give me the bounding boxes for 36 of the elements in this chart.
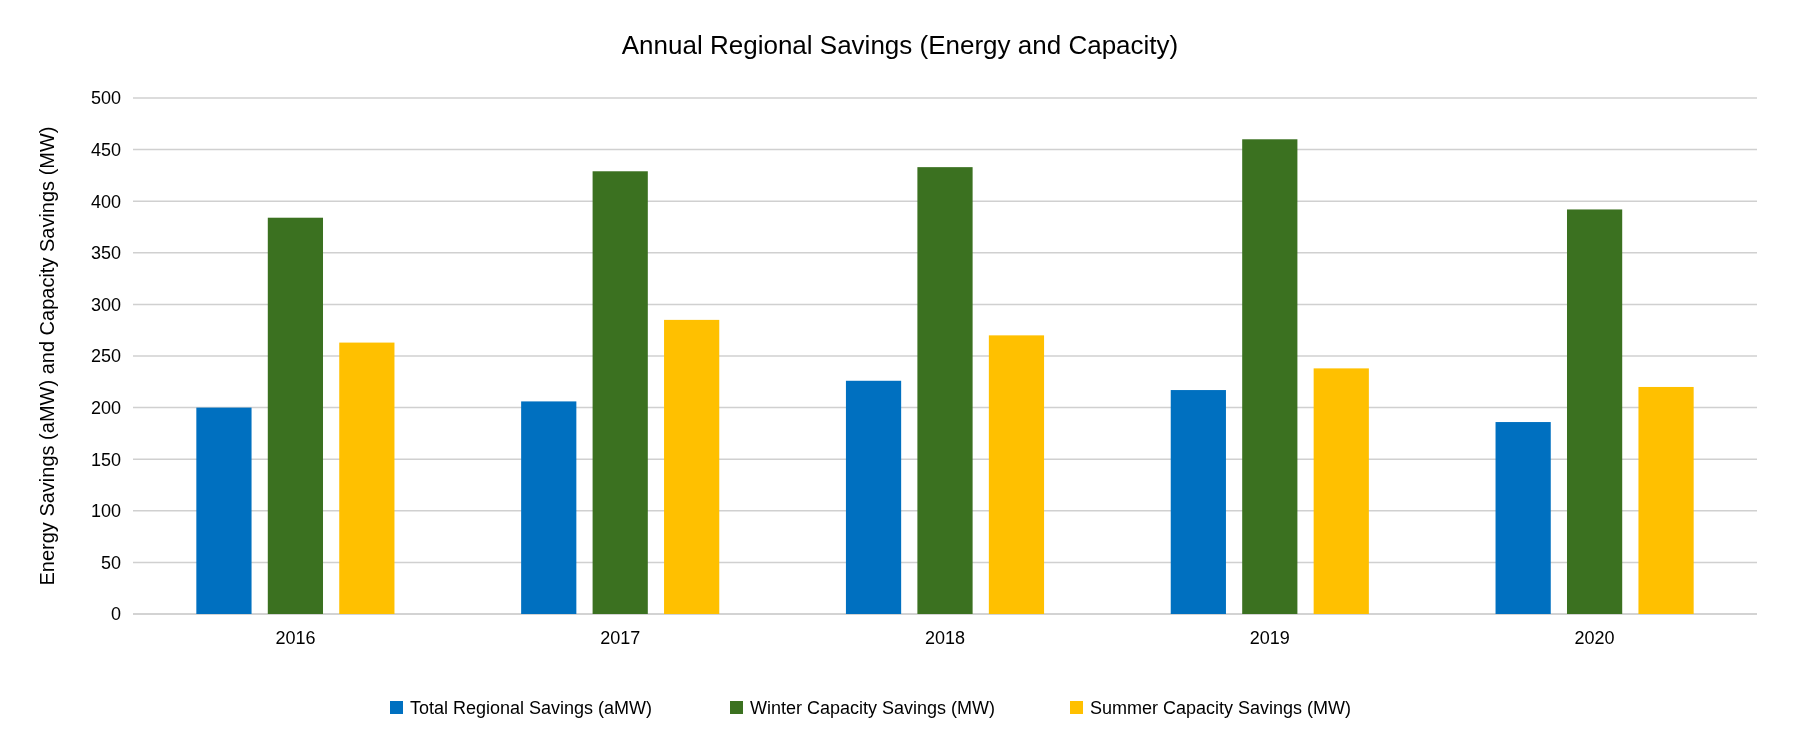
y-tick-label: 500 [90,88,121,109]
bar [592,171,648,614]
x-tick-label: 2016 [275,628,316,648]
x-tick-label: 2019 [1249,628,1290,648]
bar [1313,368,1369,614]
y-tick-label: 350 [90,243,121,264]
y-tick-label: 50 [100,552,121,573]
bar [917,167,973,614]
legend-label: Summer Capacity Savings (MW) [1090,698,1352,718]
x-tick-label: 2020 [1574,628,1615,648]
y-tick-label: 300 [90,294,121,315]
y-tick-label: 450 [90,139,121,160]
bar [267,217,324,614]
chart-title: Annual Regional Savings (Energy and Capacity) [621,30,1179,60]
bar [845,380,902,614]
y-tick-label: 150 [90,449,121,470]
bar [1170,390,1226,614]
bar [196,407,252,614]
bar [1566,209,1623,614]
bar [664,319,720,614]
y-tick-label: 0 [110,604,121,625]
y-tick-label: 100 [90,501,121,522]
legend-label: Winter Capacity Savings (MW) [750,698,996,718]
y-axis-title: Energy Savings (aMW) and Capacity Savings (MW) [36,126,58,586]
bar [1638,386,1694,614]
bar [1242,139,1298,614]
y-tick-label: 250 [90,346,121,367]
bar [988,335,1045,614]
x-tick-label: 2017 [600,628,641,648]
x-tick-label: 2018 [924,628,966,648]
legend-label: Total Regional Savings (aMW) [410,698,653,718]
bar [521,401,577,614]
bar [1495,422,1551,614]
y-tick-label: 400 [90,191,121,212]
bar [339,342,395,614]
y-tick-label: 200 [90,397,121,418]
